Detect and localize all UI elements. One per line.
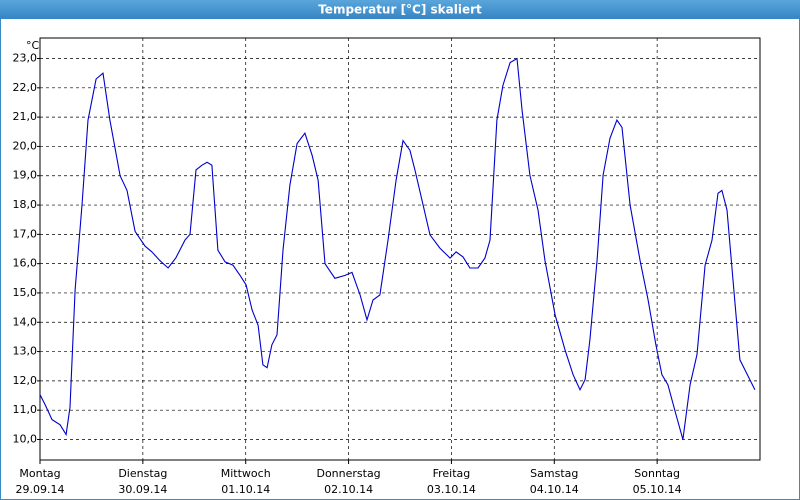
plot-area <box>39 37 761 461</box>
x-tick-label: 02.10.14 <box>324 483 373 496</box>
x-tick-label: Sonntag <box>634 467 680 480</box>
y-tick-label: 17,0 <box>13 227 38 240</box>
y-tick-label: 13,0 <box>13 345 38 358</box>
y-tick-label: 20,0 <box>13 139 38 152</box>
chart-title: Temperatur [°C] skaliert <box>318 3 482 17</box>
y-unit: °C <box>26 39 40 52</box>
y-tick-label: 23,0 <box>13 52 38 65</box>
x-tick-label: Mittwoch <box>221 467 271 480</box>
y-tick-label: 14,0 <box>13 315 38 328</box>
x-tick-label: Samstag <box>530 467 578 480</box>
y-tick-label: 22,0 <box>13 81 38 94</box>
x-tick-label: 29.09.14 <box>16 483 65 496</box>
y-tick-label: 18,0 <box>13 198 38 211</box>
y-tick-label: 21,0 <box>13 110 38 123</box>
y-tick-label: 11,0 <box>13 403 38 416</box>
x-tick-label: 05.10.14 <box>633 483 682 496</box>
x-tick-label: Freitag <box>433 467 471 480</box>
y-tick-label: 15,0 <box>13 286 38 299</box>
y-tick-label: 19,0 <box>13 169 38 182</box>
temperature-line <box>39 57 756 440</box>
y-tick-label: 10,0 <box>13 432 38 445</box>
y-tick-label: 12,0 <box>13 374 38 387</box>
x-tick-label: Dienstag <box>118 467 167 480</box>
x-tick-label: 03.10.14 <box>427 483 476 496</box>
x-tick-label: Montag <box>19 467 60 480</box>
title-bar <box>0 0 800 19</box>
x-tick-label: 30.09.14 <box>118 483 167 496</box>
y-tick-label: 16,0 <box>13 257 38 270</box>
x-tick-label: 01.10.14 <box>221 483 270 496</box>
x-tick-label: 04.10.14 <box>530 483 579 496</box>
x-tick-label: Donnerstag <box>316 467 380 480</box>
